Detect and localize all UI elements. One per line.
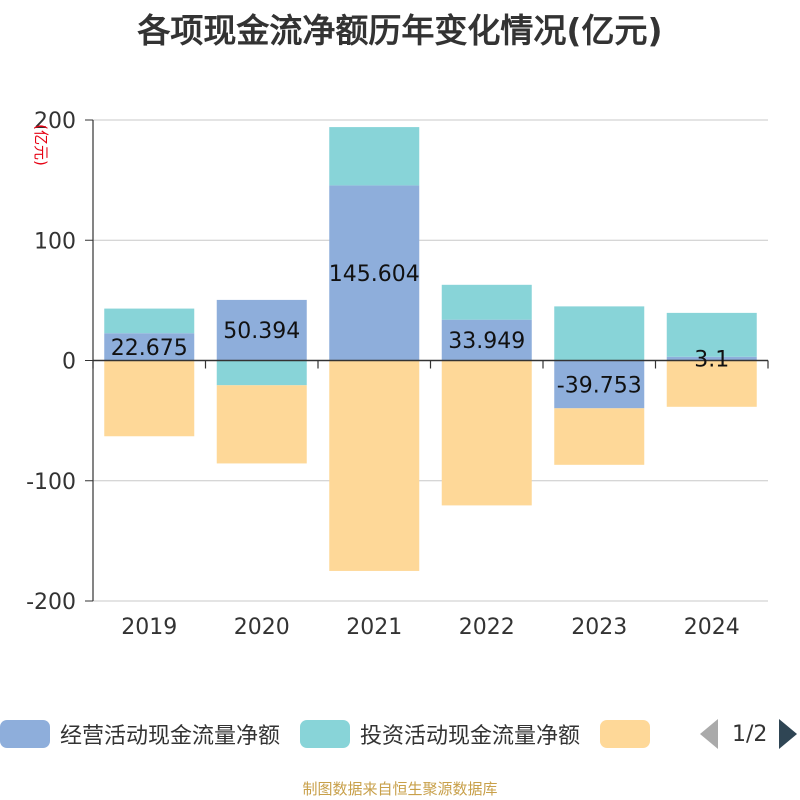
data-label-2022: 33.949 (448, 329, 525, 354)
x-tick-label-2021: 2021 (346, 615, 402, 640)
bar-s0-2024 (666, 356, 757, 361)
legend-swatch-operating (0, 720, 50, 748)
y-tick-label: 100 (34, 229, 76, 254)
bar-s2-2020 (216, 385, 307, 464)
legend-item-investing[interactable]: 投资活动现金流量净额 (300, 718, 580, 750)
x-tick-label-2024: 2024 (684, 615, 740, 640)
legend-label-operating: 经营活动现金流量净额 (60, 724, 281, 749)
bar-s2-2019 (104, 360, 195, 437)
x-tick-label-2022: 2022 (459, 615, 515, 640)
legend-prev-icon[interactable] (700, 719, 718, 749)
legend-item-operating[interactable]: 经营活动现金流量净额 (0, 718, 280, 750)
legend-item-financing[interactable] (600, 720, 660, 748)
bar-s0-2023 (554, 360, 645, 409)
bar-s0-2019 (104, 333, 195, 361)
legend-swatch-financing (600, 720, 651, 748)
bar-s0-2022 (441, 319, 532, 361)
chart-title: 各项现金流净额历年变化情况(亿元) (137, 11, 663, 50)
bar-s2-2023 (554, 408, 645, 465)
y-tick-label: -200 (26, 590, 76, 615)
data-source-note: 制图数据来自恒生聚源数据库 (302, 780, 498, 798)
x-tick-label-2020: 2020 (234, 615, 290, 640)
legend-pager: 1/2 (700, 718, 798, 750)
bar-s0-2020 (216, 299, 307, 361)
bar-s0-2021 (329, 185, 420, 361)
bar-s1-2023 (554, 306, 645, 361)
legend-next-icon[interactable] (779, 719, 798, 749)
legend-label-investing: 投资活动现金流量净额 (360, 724, 581, 749)
bar-s1-2022 (441, 284, 532, 320)
bar-s1-2019 (104, 308, 195, 334)
legend-page-indicator: 1/2 (732, 721, 768, 747)
bar-s1-2021 (329, 127, 420, 186)
legend-swatch-investing (300, 720, 351, 748)
data-label-2021: 145.604 (329, 262, 420, 287)
bar-s1-2024 (666, 312, 757, 357)
y-tick-label: 0 (62, 350, 76, 375)
data-label-2024: 3.1 (694, 348, 729, 373)
data-label-2020: 50.394 (223, 319, 300, 344)
bar-s2-2022 (441, 360, 532, 506)
bar-s2-2021 (329, 360, 420, 571)
bar-s2-2024 (666, 360, 757, 407)
y-tick-label: 200 (34, 109, 76, 134)
bar-s1-2020 (216, 360, 307, 386)
y-axis-label: (亿元) (32, 124, 50, 166)
y-tick-label: -100 (26, 470, 76, 495)
x-tick-label-2019: 2019 (121, 615, 177, 640)
data-label-2019: 22.675 (111, 336, 188, 361)
legend: 经营活动现金流量净额 投资活动现金流量净额 (0, 718, 680, 750)
data-label-2023: -39.753 (557, 373, 642, 398)
x-tick-label-2023: 2023 (571, 615, 627, 640)
